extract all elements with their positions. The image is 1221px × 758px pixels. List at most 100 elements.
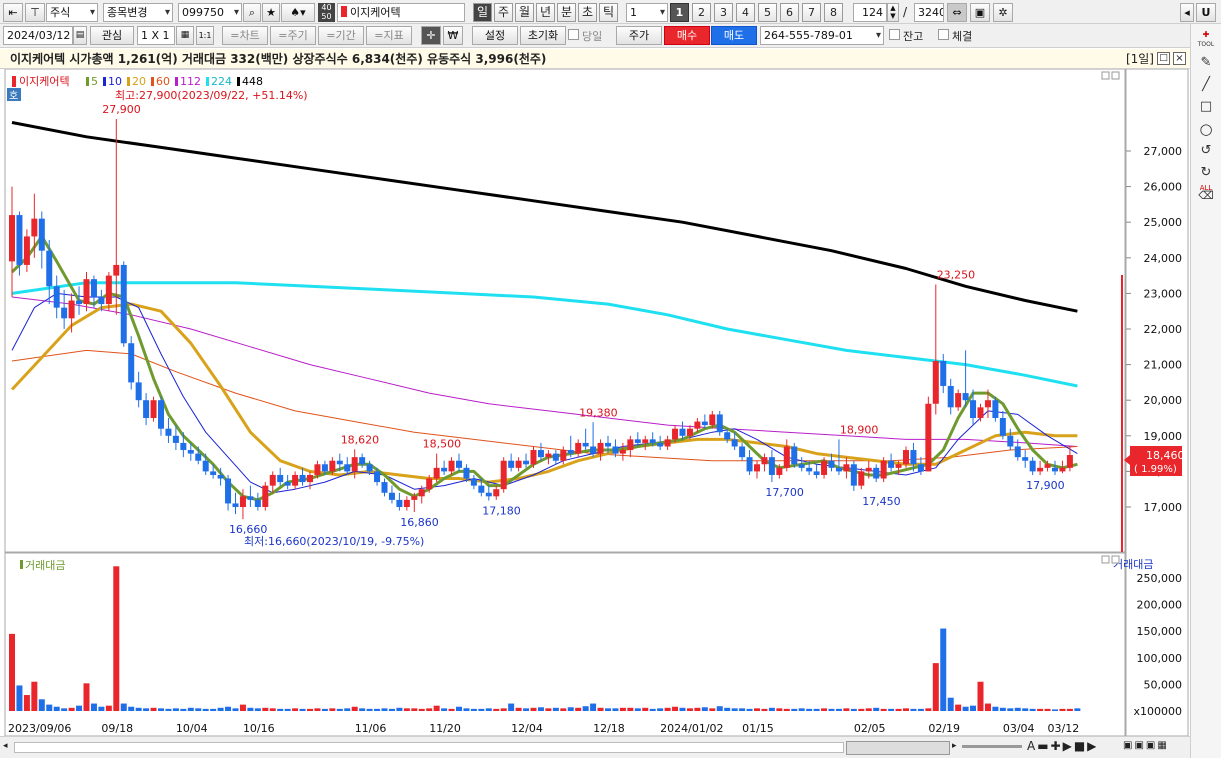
- timeframe-2[interactable]: 월: [515, 3, 534, 22]
- indicator-button[interactable]: =지표: [366, 26, 412, 45]
- scroll-thumb[interactable]: [846, 741, 950, 755]
- x-tick-label: 12/04: [511, 722, 543, 735]
- redo-icon[interactable]: ↻: [1200, 165, 1212, 180]
- maximize-icon[interactable]: □: [1157, 52, 1170, 65]
- calendar-icon[interactable]: ▤: [73, 26, 87, 45]
- volume-bar: [850, 708, 857, 711]
- account-select[interactable]: 264-555-789-01: [760, 26, 884, 45]
- candle-body: [456, 460, 462, 468]
- candle-body: [180, 442, 187, 451]
- scroll-track[interactable]: [14, 742, 844, 753]
- chart-count-1[interactable]: 1: [670, 3, 689, 22]
- candle-body: [217, 474, 224, 479]
- volume-title-marker: [20, 560, 23, 569]
- balance-checkbox[interactable]: [889, 29, 900, 40]
- panel-max-icon[interactable]: [1101, 71, 1110, 80]
- candle-body: [694, 421, 701, 429]
- settings-button[interactable]: 설정: [472, 26, 518, 45]
- zoom-icon[interactable]: ⇔: [947, 3, 967, 22]
- pencil-icon[interactable]: ✎: [1200, 55, 1212, 70]
- timeframe-4[interactable]: 분: [557, 3, 576, 22]
- chart-count-5[interactable]: 5: [758, 3, 777, 22]
- scroll-right-icon[interactable]: ▸: [952, 741, 957, 751]
- save-icon[interactable]: ▣: [970, 3, 990, 22]
- fill-checkbox[interactable]: [938, 29, 949, 40]
- zoom-controls[interactable]: A▬✚▶■▶: [1027, 739, 1099, 753]
- timeframe-6[interactable]: 틱: [599, 3, 618, 22]
- alert-icon[interactable]: ♠▾: [281, 3, 315, 22]
- timeframe-0[interactable]: 일: [473, 3, 492, 22]
- chart-count-8[interactable]: 8: [824, 3, 843, 22]
- chart-count-6[interactable]: 6: [780, 3, 799, 22]
- ratio-button[interactable]: 1:1: [196, 26, 214, 45]
- layout-field[interactable]: 1 X 1: [137, 26, 175, 45]
- today-checkbox[interactable]: [568, 29, 579, 40]
- reset-button[interactable]: 초기화: [520, 26, 566, 45]
- u-button[interactable]: U: [1196, 3, 1216, 22]
- volume-bar: [746, 708, 753, 711]
- chart-count-4[interactable]: 4: [736, 3, 755, 22]
- timeframe-5[interactable]: 초: [578, 3, 597, 22]
- candle-body: [932, 361, 939, 404]
- candle-body: [202, 460, 209, 472]
- volume-bar: [314, 708, 321, 711]
- pin-icon[interactable]: ⊤: [25, 3, 45, 22]
- panel-close-icon[interactable]: [1111, 71, 1120, 80]
- candle-body: [567, 450, 574, 454]
- volume-max-icon[interactable]: [1101, 555, 1110, 564]
- chart-count-3[interactable]: 3: [714, 3, 733, 22]
- candle-body: [798, 464, 805, 468]
- legend-ma-20: 20: [132, 75, 146, 88]
- zoom-slider[interactable]: [962, 745, 1022, 748]
- erase-all-icon[interactable]: ALL ⌫: [1198, 184, 1214, 202]
- stock-change-select[interactable]: 종목변경: [103, 3, 173, 22]
- market-type-select[interactable]: 주식: [46, 3, 98, 22]
- period-button[interactable]: =주기: [270, 26, 316, 45]
- gear-icon[interactable]: ✲: [993, 3, 1013, 22]
- candle-body: [485, 492, 492, 497]
- chart-button[interactable]: =차트: [222, 26, 268, 45]
- nav-left-icon[interactable]: ◂: [1180, 3, 1194, 22]
- won-button[interactable]: ₩: [443, 26, 463, 45]
- grid-icon[interactable]: ▦: [176, 26, 194, 45]
- rectangle-icon[interactable]: □: [1199, 99, 1213, 114]
- line-icon[interactable]: ╱: [1202, 77, 1210, 92]
- date-input[interactable]: 2024/03/12: [3, 26, 73, 45]
- volume-close-icon[interactable]: [1111, 555, 1120, 564]
- volume-bar: [545, 708, 552, 711]
- export-icons[interactable]: ▣▣▣▦: [1123, 740, 1169, 751]
- chart-count-2[interactable]: 2: [692, 3, 711, 22]
- star-icon[interactable]: ★: [262, 3, 280, 22]
- volume-bar: [31, 681, 38, 711]
- chart-count-7[interactable]: 7: [802, 3, 821, 22]
- crosshair-icon[interactable]: ✛: [421, 26, 441, 45]
- interval-select[interactable]: 1: [626, 3, 668, 22]
- timeframe-3[interactable]: 년: [536, 3, 555, 22]
- undo-icon[interactable]: ↺: [1200, 143, 1212, 158]
- candle-body: [776, 467, 783, 475]
- circle-icon[interactable]: ○: [1199, 120, 1213, 138]
- current-price-flag: [1130, 446, 1182, 476]
- ho-badge[interactable]: [7, 88, 21, 101]
- buy-button[interactable]: 매수: [664, 26, 710, 45]
- price-chart[interactable]: 17,00018,00019,00020,00021,00022,00023,0…: [0, 69, 1190, 737]
- tool-menu-icon[interactable]: ✚ TOOL: [1197, 30, 1215, 48]
- close-icon[interactable]: ×: [1173, 52, 1186, 65]
- x-tick-label: 02/05: [854, 722, 886, 735]
- count-spinner[interactable]: ▲ ▼: [887, 3, 899, 22]
- panel-toggle-icon[interactable]: ⇤: [3, 3, 23, 22]
- display-count-input[interactable]: 124: [853, 3, 887, 22]
- stock-code-input[interactable]: 099750: [178, 3, 242, 22]
- candle-body: [575, 442, 582, 454]
- price-button[interactable]: 주가: [616, 26, 662, 45]
- watchlist-button[interactable]: 관심: [90, 26, 134, 45]
- badge-4050[interactable]: 40 50: [318, 3, 335, 22]
- stock-name-field[interactable]: 이지케어텍: [337, 3, 465, 22]
- sell-button[interactable]: 매도: [711, 26, 757, 45]
- candle-body: [1022, 457, 1029, 461]
- range-button[interactable]: =기간: [318, 26, 364, 45]
- search-icon[interactable]: ⌕: [243, 3, 261, 22]
- scroll-left-icon[interactable]: ◂: [3, 741, 8, 751]
- timeframe-1[interactable]: 주: [494, 3, 513, 22]
- volume-bar: [843, 708, 850, 711]
